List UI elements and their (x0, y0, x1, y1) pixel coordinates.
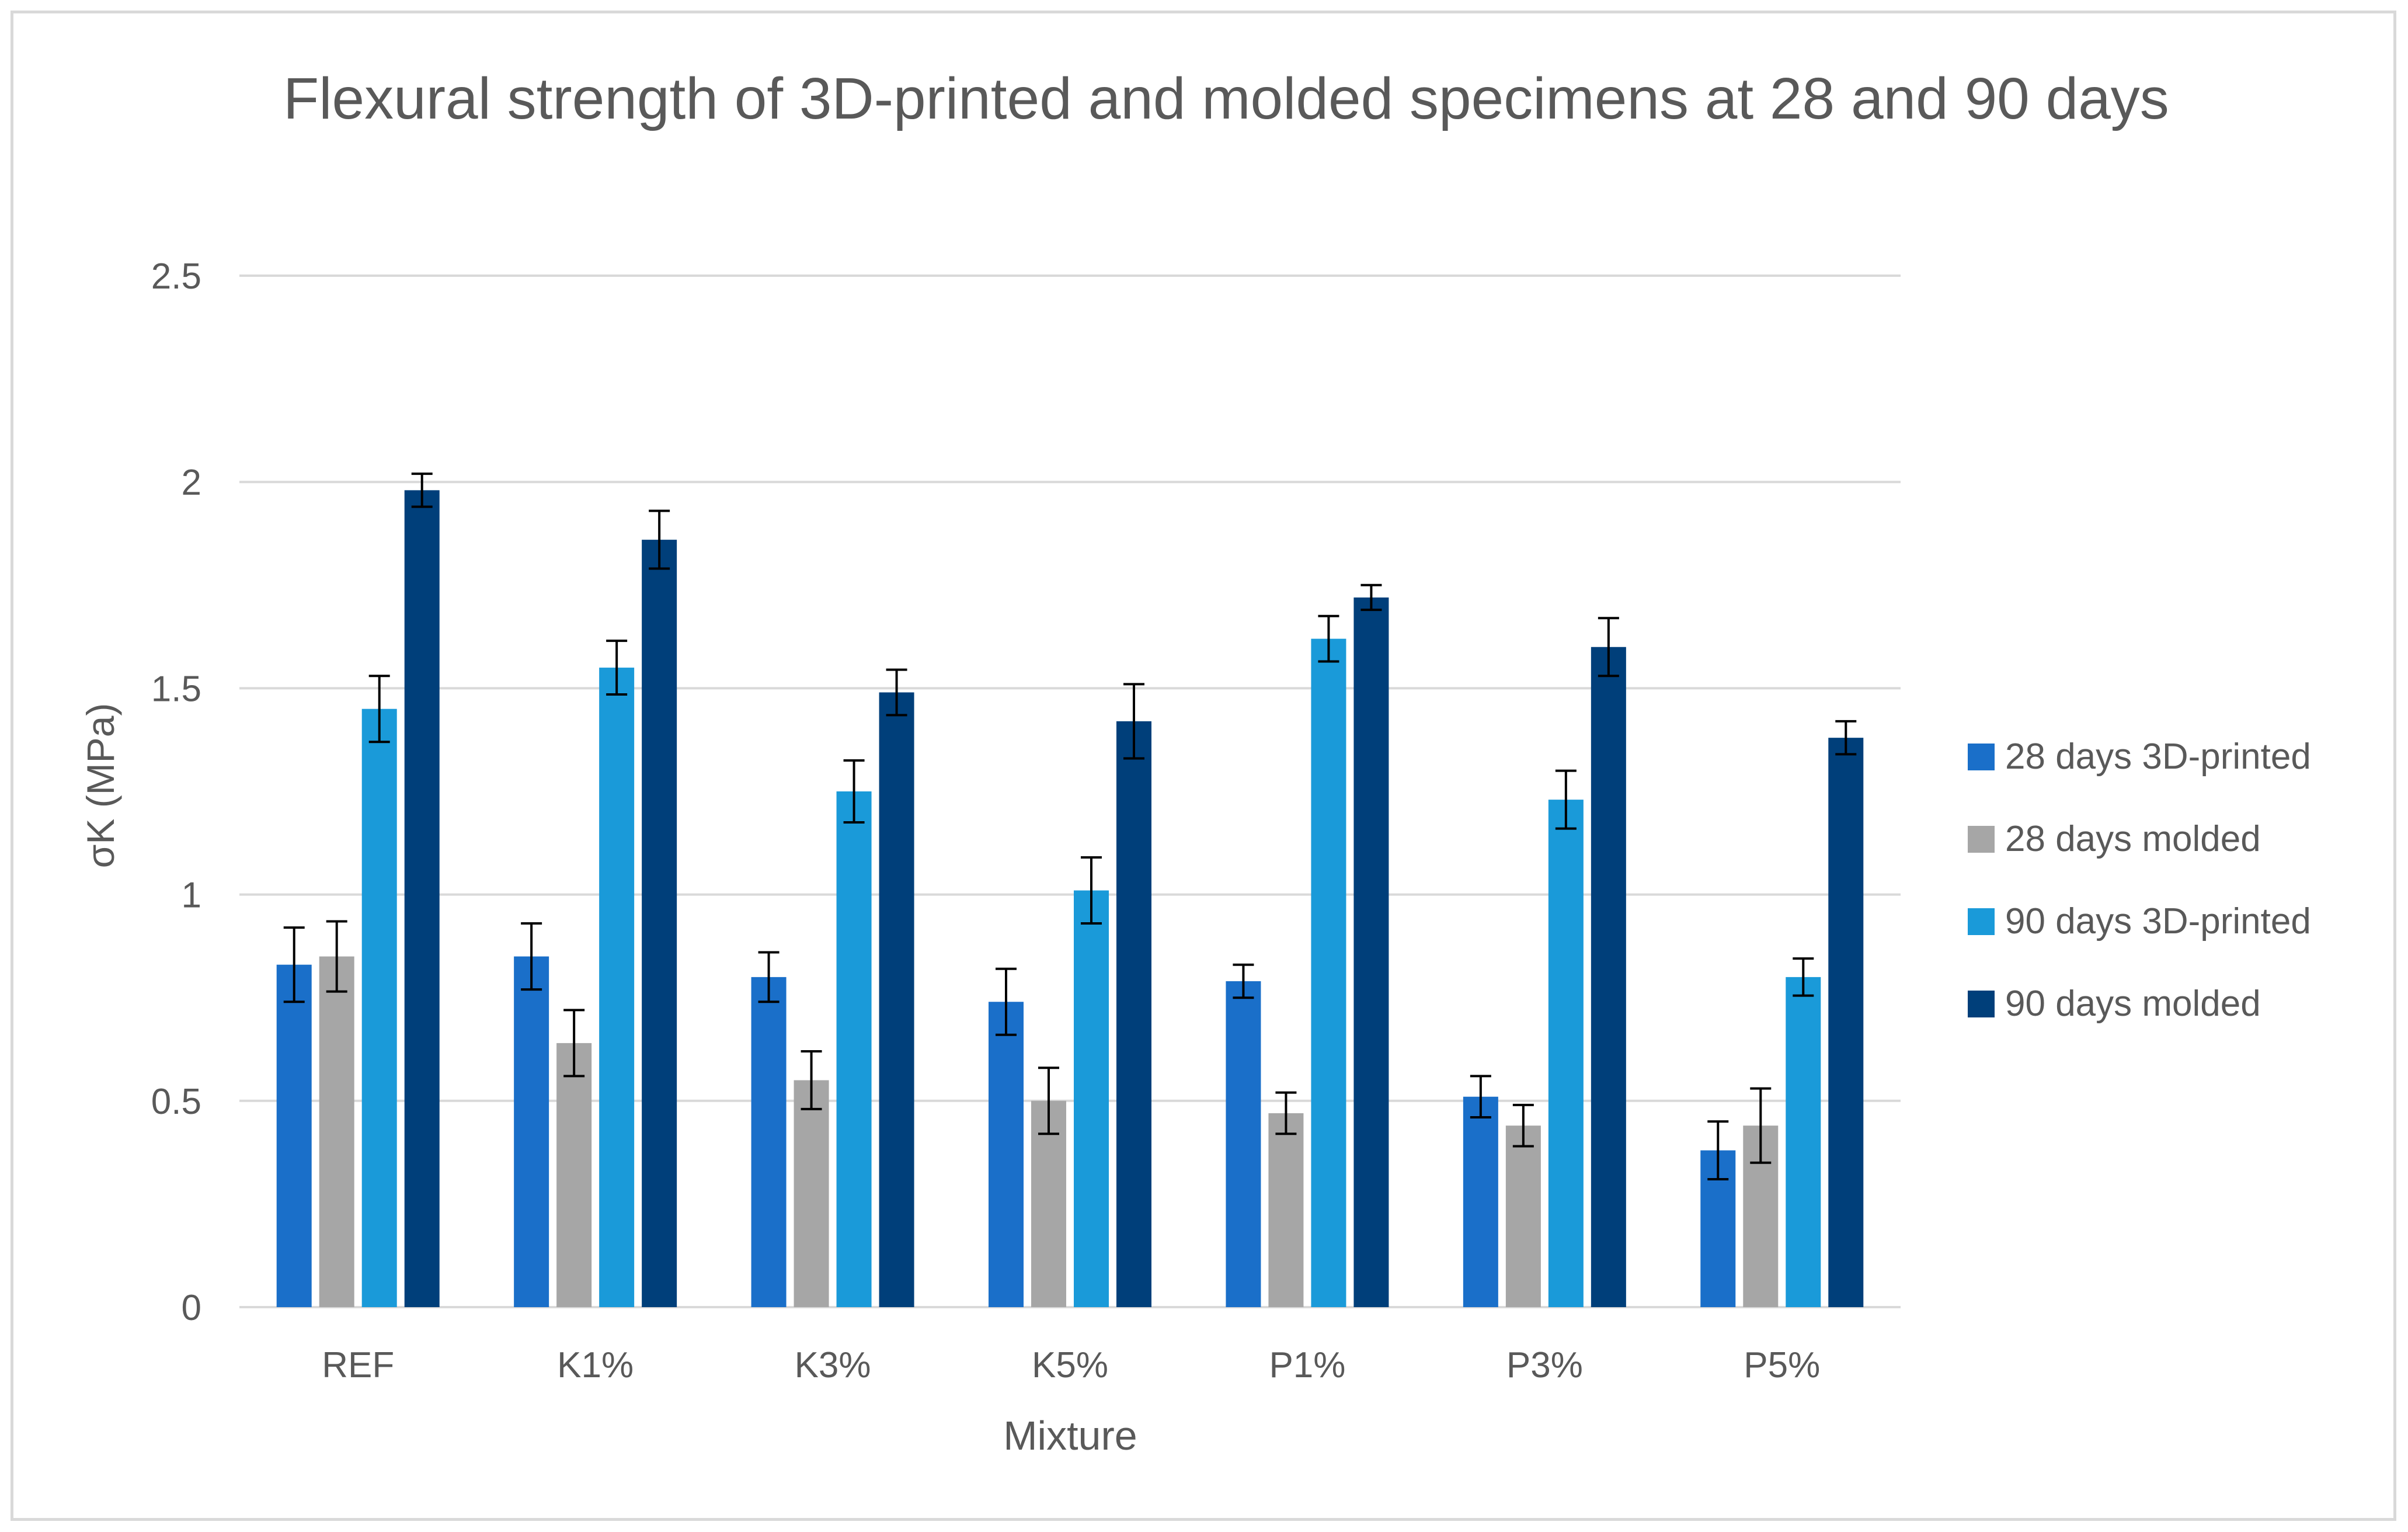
y-tick-label: 1 (182, 876, 201, 916)
gridlines (239, 275, 1901, 1308)
bar (1074, 890, 1109, 1307)
x-tick-label: P3% (1506, 1345, 1583, 1385)
bar (361, 708, 397, 1307)
bar (1311, 638, 1346, 1307)
bar (1031, 1100, 1066, 1307)
y-tick-label: 0.5 (151, 1082, 201, 1122)
legend-item: 28 days molded (1968, 798, 2311, 880)
bar (836, 791, 872, 1307)
bar (751, 977, 787, 1307)
x-tick-label: P1% (1269, 1345, 1345, 1385)
bar (989, 1002, 1024, 1307)
y-tick-label: 1.5 (151, 669, 201, 709)
bar (1463, 1096, 1498, 1307)
legend-swatch (1968, 990, 1995, 1017)
bar (1548, 800, 1584, 1307)
legend-swatch (1968, 743, 1995, 770)
legend-item: 28 days 3D-printed (1968, 715, 2311, 798)
bar (879, 692, 914, 1307)
x-tick-label: K3% (795, 1345, 871, 1385)
x-tick-labels: REF K1% K3% K5% P1% P3% P5% (322, 1345, 1820, 1385)
bar (1505, 1125, 1541, 1307)
error-bars (283, 473, 1857, 1181)
y-tick-labels: 0 0.5 1 1.5 2 2.5 (151, 256, 201, 1328)
y-tick-label: 2.5 (151, 256, 201, 297)
bar (514, 956, 549, 1307)
x-tick-label: K1% (557, 1345, 634, 1385)
bar (319, 956, 354, 1307)
bar (599, 668, 635, 1307)
bar (642, 540, 677, 1308)
bar (276, 964, 312, 1307)
legend-swatch (1968, 908, 1995, 935)
x-tick-label: REF (322, 1345, 394, 1385)
x-tick-label: K5% (1032, 1345, 1108, 1385)
legend-item: 90 days molded (1968, 963, 2311, 1045)
x-axis-label: Mixture (1003, 1413, 1137, 1458)
y-tick-label: 2 (182, 463, 201, 503)
legend: 28 days 3D-printed 28 days molded 90 day… (1968, 715, 2311, 1045)
y-axis-label: σK (MPa) (79, 703, 122, 869)
bars (276, 490, 1864, 1308)
legend-label: 28 days 3D-printed (2005, 737, 2311, 777)
legend-label: 90 days molded (2005, 984, 2261, 1024)
legend-label: 90 days 3D-printed (2005, 901, 2311, 942)
bar (1591, 647, 1626, 1307)
bar (404, 490, 440, 1307)
bar (1353, 597, 1389, 1308)
chart-title: Flexural strength of 3D-printed and mold… (283, 66, 2169, 131)
bar (794, 1080, 829, 1307)
x-tick-label: P5% (1744, 1345, 1820, 1385)
y-tick-label: 0 (182, 1288, 201, 1328)
bar (1828, 738, 1864, 1307)
bar (1116, 721, 1151, 1307)
legend-swatch (1968, 825, 1995, 853)
legend-item: 90 days 3D-printed (1968, 880, 2311, 963)
bar (556, 1043, 592, 1307)
bar (1268, 1113, 1304, 1307)
bar (1226, 981, 1261, 1307)
bar (1786, 977, 1821, 1307)
legend-label: 28 days molded (2005, 819, 2261, 859)
